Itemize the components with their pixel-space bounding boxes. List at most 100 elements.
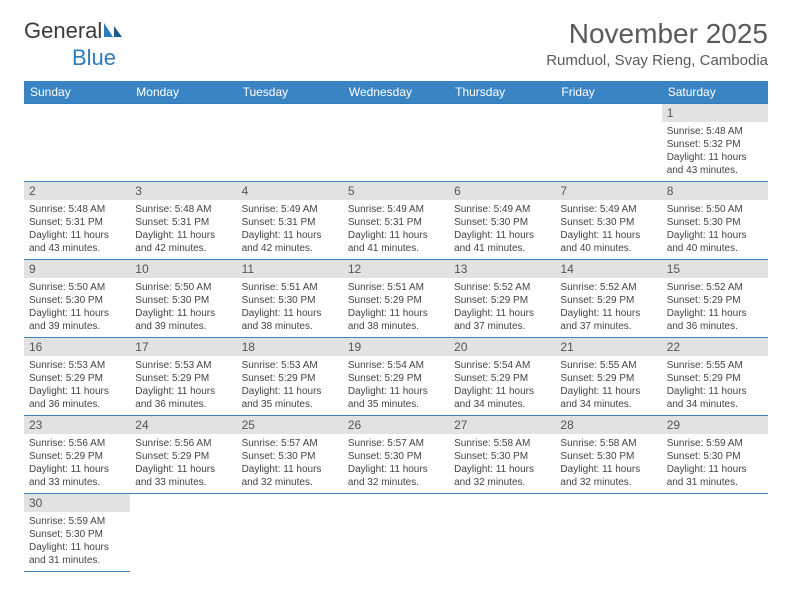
calendar-cell-empty <box>449 494 555 572</box>
weekday-header: Thursday <box>449 81 555 104</box>
day-details: Sunrise: 5:53 AMSunset: 5:29 PMDaylight:… <box>24 356 130 415</box>
day-details: Sunrise: 5:49 AMSunset: 5:31 PMDaylight:… <box>343 200 449 259</box>
day-details: Sunrise: 5:51 AMSunset: 5:29 PMDaylight:… <box>343 278 449 337</box>
calendar-cell-empty <box>130 104 236 182</box>
day-number: 4 <box>237 182 343 200</box>
calendar-cell: 10Sunrise: 5:50 AMSunset: 5:30 PMDayligh… <box>130 260 236 338</box>
calendar-cell-empty <box>555 104 661 182</box>
day-details: Sunrise: 5:49 AMSunset: 5:30 PMDaylight:… <box>449 200 555 259</box>
day-number: 2 <box>24 182 130 200</box>
day-number: 5 <box>343 182 449 200</box>
day-number: 24 <box>130 416 236 434</box>
header: GeneralBlue November 2025 Rumduol, Svay … <box>24 18 768 71</box>
day-details: Sunrise: 5:57 AMSunset: 5:30 PMDaylight:… <box>343 434 449 493</box>
day-details: Sunrise: 5:54 AMSunset: 5:29 PMDaylight:… <box>449 356 555 415</box>
day-number: 30 <box>24 494 130 512</box>
day-number: 29 <box>662 416 768 434</box>
day-details: Sunrise: 5:49 AMSunset: 5:30 PMDaylight:… <box>555 200 661 259</box>
day-details: Sunrise: 5:55 AMSunset: 5:29 PMDaylight:… <box>555 356 661 415</box>
calendar-body: 1Sunrise: 5:48 AMSunset: 5:32 PMDaylight… <box>24 104 768 572</box>
weekday-header: Friday <box>555 81 661 104</box>
day-details: Sunrise: 5:56 AMSunset: 5:29 PMDaylight:… <box>130 434 236 493</box>
calendar-cell: 6Sunrise: 5:49 AMSunset: 5:30 PMDaylight… <box>449 182 555 260</box>
day-details: Sunrise: 5:51 AMSunset: 5:30 PMDaylight:… <box>237 278 343 337</box>
calendar-cell-empty <box>662 494 768 572</box>
calendar-cell: 9Sunrise: 5:50 AMSunset: 5:30 PMDaylight… <box>24 260 130 338</box>
weekday-header: Monday <box>130 81 236 104</box>
sail-icon <box>102 19 124 45</box>
day-number: 7 <box>555 182 661 200</box>
day-number: 15 <box>662 260 768 278</box>
day-number: 11 <box>237 260 343 278</box>
day-details: Sunrise: 5:58 AMSunset: 5:30 PMDaylight:… <box>449 434 555 493</box>
calendar-cell-empty <box>130 494 236 572</box>
day-details: Sunrise: 5:57 AMSunset: 5:30 PMDaylight:… <box>237 434 343 493</box>
day-details: Sunrise: 5:49 AMSunset: 5:31 PMDaylight:… <box>237 200 343 259</box>
calendar-cell-empty <box>237 494 343 572</box>
day-details: Sunrise: 5:52 AMSunset: 5:29 PMDaylight:… <box>555 278 661 337</box>
calendar-cell: 29Sunrise: 5:59 AMSunset: 5:30 PMDayligh… <box>662 416 768 494</box>
day-details: Sunrise: 5:53 AMSunset: 5:29 PMDaylight:… <box>130 356 236 415</box>
calendar-cell: 13Sunrise: 5:52 AMSunset: 5:29 PMDayligh… <box>449 260 555 338</box>
calendar-cell: 25Sunrise: 5:57 AMSunset: 5:30 PMDayligh… <box>237 416 343 494</box>
weekday-header: Saturday <box>662 81 768 104</box>
day-number: 16 <box>24 338 130 356</box>
calendar-cell: 4Sunrise: 5:49 AMSunset: 5:31 PMDaylight… <box>237 182 343 260</box>
calendar-cell-empty <box>343 494 449 572</box>
day-number: 19 <box>343 338 449 356</box>
calendar-cell: 2Sunrise: 5:48 AMSunset: 5:31 PMDaylight… <box>24 182 130 260</box>
calendar-cell: 1Sunrise: 5:48 AMSunset: 5:32 PMDaylight… <box>662 104 768 182</box>
calendar-cell: 19Sunrise: 5:54 AMSunset: 5:29 PMDayligh… <box>343 338 449 416</box>
month-title: November 2025 <box>546 18 768 50</box>
calendar-cell: 7Sunrise: 5:49 AMSunset: 5:30 PMDaylight… <box>555 182 661 260</box>
day-number: 26 <box>343 416 449 434</box>
day-number: 1 <box>662 104 768 122</box>
day-details: Sunrise: 5:58 AMSunset: 5:30 PMDaylight:… <box>555 434 661 493</box>
location: Rumduol, Svay Rieng, Cambodia <box>546 52 768 69</box>
weekday-header-row: SundayMondayTuesdayWednesdayThursdayFrid… <box>24 81 768 104</box>
day-number: 8 <box>662 182 768 200</box>
day-details: Sunrise: 5:50 AMSunset: 5:30 PMDaylight:… <box>662 200 768 259</box>
calendar-cell-empty <box>555 494 661 572</box>
calendar-cell: 26Sunrise: 5:57 AMSunset: 5:30 PMDayligh… <box>343 416 449 494</box>
day-number: 27 <box>449 416 555 434</box>
calendar-row: 30Sunrise: 5:59 AMSunset: 5:30 PMDayligh… <box>24 494 768 572</box>
calendar-cell: 5Sunrise: 5:49 AMSunset: 5:31 PMDaylight… <box>343 182 449 260</box>
calendar-cell: 8Sunrise: 5:50 AMSunset: 5:30 PMDaylight… <box>662 182 768 260</box>
day-details: Sunrise: 5:48 AMSunset: 5:32 PMDaylight:… <box>662 122 768 181</box>
calendar-cell-empty <box>237 104 343 182</box>
calendar-cell: 27Sunrise: 5:58 AMSunset: 5:30 PMDayligh… <box>449 416 555 494</box>
weekday-header: Tuesday <box>237 81 343 104</box>
day-number: 14 <box>555 260 661 278</box>
day-number: 17 <box>130 338 236 356</box>
day-details: Sunrise: 5:48 AMSunset: 5:31 PMDaylight:… <box>130 200 236 259</box>
calendar-cell: 12Sunrise: 5:51 AMSunset: 5:29 PMDayligh… <box>343 260 449 338</box>
day-number: 13 <box>449 260 555 278</box>
calendar-cell: 28Sunrise: 5:58 AMSunset: 5:30 PMDayligh… <box>555 416 661 494</box>
calendar-cell-empty <box>449 104 555 182</box>
day-details: Sunrise: 5:56 AMSunset: 5:29 PMDaylight:… <box>24 434 130 493</box>
day-details: Sunrise: 5:54 AMSunset: 5:29 PMDaylight:… <box>343 356 449 415</box>
weekday-header: Sunday <box>24 81 130 104</box>
calendar-cell: 20Sunrise: 5:54 AMSunset: 5:29 PMDayligh… <box>449 338 555 416</box>
calendar-row: 16Sunrise: 5:53 AMSunset: 5:29 PMDayligh… <box>24 338 768 416</box>
day-details: Sunrise: 5:50 AMSunset: 5:30 PMDaylight:… <box>24 278 130 337</box>
calendar-cell: 17Sunrise: 5:53 AMSunset: 5:29 PMDayligh… <box>130 338 236 416</box>
day-number: 23 <box>24 416 130 434</box>
weekday-header: Wednesday <box>343 81 449 104</box>
day-details: Sunrise: 5:53 AMSunset: 5:29 PMDaylight:… <box>237 356 343 415</box>
calendar-cell: 15Sunrise: 5:52 AMSunset: 5:29 PMDayligh… <box>662 260 768 338</box>
day-details: Sunrise: 5:59 AMSunset: 5:30 PMDaylight:… <box>24 512 130 571</box>
calendar-cell: 3Sunrise: 5:48 AMSunset: 5:31 PMDaylight… <box>130 182 236 260</box>
brand-logo: GeneralBlue <box>24 18 124 71</box>
day-details: Sunrise: 5:52 AMSunset: 5:29 PMDaylight:… <box>449 278 555 337</box>
calendar-cell: 30Sunrise: 5:59 AMSunset: 5:30 PMDayligh… <box>24 494 130 572</box>
calendar-cell: 14Sunrise: 5:52 AMSunset: 5:29 PMDayligh… <box>555 260 661 338</box>
day-number: 6 <box>449 182 555 200</box>
day-number: 25 <box>237 416 343 434</box>
day-number: 9 <box>24 260 130 278</box>
day-number: 3 <box>130 182 236 200</box>
day-details: Sunrise: 5:59 AMSunset: 5:30 PMDaylight:… <box>662 434 768 493</box>
brand-name-2: Blue <box>72 45 116 71</box>
day-number: 12 <box>343 260 449 278</box>
